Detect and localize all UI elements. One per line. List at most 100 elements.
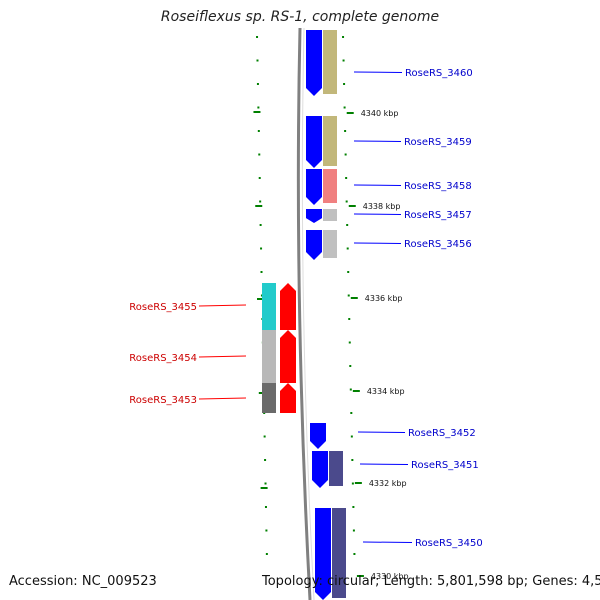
tick-dot [346,224,349,226]
tick-dot [257,130,260,132]
accession-footer: Accession: NC_009523 [9,574,157,589]
tick-dot [259,224,262,226]
plus-gene-label: RoseRS_3450 [415,538,483,549]
tick-dot [345,200,348,203]
cog-box [262,383,276,413]
topology-footer: Topology: circular; Length: 5,801,598 bp… [262,574,600,589]
tick-dot [352,506,355,508]
tick-dot [264,459,267,461]
tick-dot [348,341,351,344]
gene-label-leader [198,355,247,358]
tick-dot [350,412,353,414]
gene-label-leader [198,304,247,307]
tick-dot [257,106,260,109]
tick-dot [260,247,263,250]
tick-dot [346,247,349,250]
tick-dot [348,318,351,320]
cog-box [323,209,337,221]
gene-label-leader [353,71,403,73]
gene-label-leader [353,242,402,244]
backbone-arc [296,27,312,600]
tick-dot [343,106,346,109]
tick-dot [256,36,259,38]
scale-tick [352,390,360,392]
tick-dot [263,435,266,438]
major-tick [257,298,265,300]
tick-dot [342,36,345,38]
tick-dot [351,459,354,461]
plus-gene-arrow [306,169,322,205]
tick-dot [349,365,352,367]
minus-gene-arrow [280,330,296,383]
plus-gene-label: RoseRS_3460 [405,68,473,79]
map-title: Roseiflexus sp. RS-1, complete genome [160,9,440,25]
minus-gene-arrow [280,383,296,413]
tick-dot [345,177,348,179]
plus-gene-arrow [306,30,322,96]
minus-gene-label: RoseRS_3455 [129,302,197,313]
tick-dot [256,59,259,62]
plus-gene-arrow [306,230,322,260]
backbone-layer [296,27,315,600]
accession-label: Accession: [9,574,78,589]
scale-label: 4332 kbp [369,479,407,488]
scale-tick [346,112,354,114]
tick-dot [343,83,346,85]
tick-dot [353,553,356,555]
plus-gene-label: RoseRS_3459 [404,137,472,148]
gene-label-leader [353,213,402,215]
major-tick [260,487,268,489]
tick-dot [342,59,345,62]
scale-label: 4334 kbp [367,387,405,396]
scale-tick [354,482,362,484]
plus-gene-arrow [306,209,322,223]
tick-dot [347,294,350,297]
plus-gene-arrow [312,451,328,488]
plus-gene-label: RoseRS_3452 [408,428,476,439]
plus-gene-label: RoseRS_3458 [404,181,472,192]
tick-dot [260,294,263,297]
cog-box [323,230,337,258]
tick-dot [347,271,350,273]
scale-label: 4338 kbp [363,202,401,211]
cog-box [329,451,343,486]
minus-gene-label: RoseRS_3454 [129,353,197,364]
tick-dot [349,388,352,391]
tick-dot [258,177,261,179]
tick-dot [265,553,268,555]
gene-label-leader [353,184,402,186]
scale-label: 4336 kbp [365,294,403,303]
cog-box [262,283,276,330]
gene-label-leader [357,431,406,433]
plus-gene-label: RoseRS_3456 [404,239,472,250]
cog-box [323,30,337,94]
scale-label: 4340 kbp [361,109,399,118]
plus-gene-arrow [310,423,326,449]
tick-dot [256,83,259,85]
major-tick [255,205,263,207]
gene-label-leader [353,140,402,142]
plus-gene-arrow [315,508,331,600]
cog-box [323,116,337,166]
scale-tick [348,205,356,207]
backbone-arc-inner [301,27,315,600]
tick-dot [351,482,354,485]
tick-dot [264,506,267,508]
tick-dot [264,482,267,485]
tick-dot [350,435,353,438]
cog-box [323,169,337,203]
minus-gene-arrow [280,283,296,330]
cog-box [262,330,276,383]
cog-box [332,508,346,598]
tick-dot [259,200,262,203]
accession-value: NC_009523 [81,574,157,589]
major-tick [253,111,261,113]
gene-label-leader [198,397,247,400]
scale-label: 4330 kbp [371,572,409,581]
tick-dot [344,153,347,156]
tick-dot [258,153,261,156]
tick-dot [265,529,268,532]
gene-layer: RoseRS_3460 RoseRS_3459 RoseRS_3458 RoseRS_… [129,30,483,600]
